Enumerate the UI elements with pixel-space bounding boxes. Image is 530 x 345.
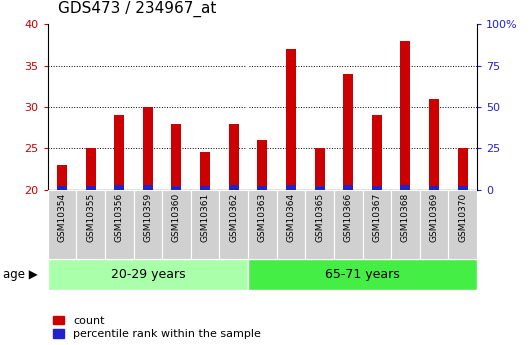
Text: GSM10363: GSM10363 — [258, 193, 267, 243]
Bar — [458, 186, 467, 190]
Bar — [86, 148, 95, 190]
Text: GSM10364: GSM10364 — [287, 193, 295, 242]
Bar — [420, 190, 448, 259]
Text: 20-29 years: 20-29 years — [111, 268, 185, 281]
Bar — [258, 140, 267, 190]
Bar — [105, 190, 134, 259]
Bar — [343, 74, 353, 190]
Bar — [363, 190, 391, 259]
Text: GSM10366: GSM10366 — [344, 193, 352, 243]
Bar — [200, 186, 210, 190]
Text: GSM10361: GSM10361 — [201, 193, 209, 243]
Bar — [286, 185, 296, 190]
Bar — [248, 190, 277, 259]
Bar — [429, 186, 439, 190]
Text: GSM10355: GSM10355 — [86, 193, 95, 243]
Bar — [258, 186, 267, 190]
Bar — [86, 186, 95, 190]
Bar — [305, 190, 334, 259]
Bar — [448, 190, 477, 259]
Bar — [172, 124, 181, 190]
Bar — [162, 190, 191, 259]
Bar — [248, 259, 477, 290]
Text: GSM10354: GSM10354 — [58, 193, 66, 242]
Bar — [172, 186, 181, 190]
Bar — [143, 107, 153, 190]
Bar — [114, 115, 124, 190]
Bar — [229, 124, 239, 190]
Bar — [277, 190, 305, 259]
Bar — [458, 148, 467, 190]
Bar — [76, 190, 105, 259]
Text: GSM10367: GSM10367 — [373, 193, 381, 243]
Bar — [57, 186, 67, 190]
Text: 65-71 years: 65-71 years — [325, 268, 400, 281]
Bar — [401, 185, 410, 190]
Bar — [372, 186, 382, 190]
Bar — [372, 115, 382, 190]
Bar — [391, 190, 420, 259]
Bar — [315, 186, 324, 190]
Bar — [57, 165, 67, 190]
Text: GSM10368: GSM10368 — [401, 193, 410, 243]
Text: GSM10356: GSM10356 — [115, 193, 123, 243]
Text: GSM10359: GSM10359 — [144, 193, 152, 243]
Bar — [191, 190, 219, 259]
Bar — [143, 185, 153, 190]
Text: GSM10369: GSM10369 — [430, 193, 438, 243]
Legend: count, percentile rank within the sample: count, percentile rank within the sample — [53, 316, 261, 339]
Text: GSM10362: GSM10362 — [229, 193, 238, 242]
Bar — [401, 41, 410, 190]
Bar — [315, 148, 324, 190]
Bar — [134, 190, 162, 259]
Bar — [200, 152, 210, 190]
Text: GDS473 / 234967_at: GDS473 / 234967_at — [58, 1, 217, 17]
Bar — [286, 49, 296, 190]
Bar — [343, 185, 353, 190]
Bar — [334, 190, 363, 259]
Bar — [48, 259, 248, 290]
Text: age ▶: age ▶ — [3, 268, 38, 281]
Text: GSM10370: GSM10370 — [458, 193, 467, 243]
Text: GSM10360: GSM10360 — [172, 193, 181, 243]
Bar — [229, 185, 239, 190]
Bar — [114, 185, 124, 190]
Bar — [219, 190, 248, 259]
Bar — [429, 99, 439, 190]
Text: GSM10365: GSM10365 — [315, 193, 324, 243]
Bar — [48, 190, 76, 259]
